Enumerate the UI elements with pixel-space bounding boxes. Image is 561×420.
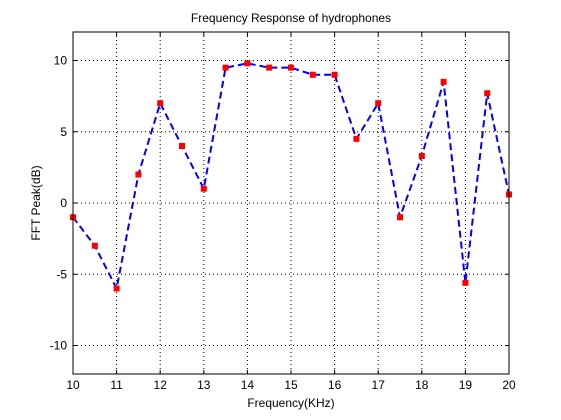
x-axis-label: Frequency(KHz) <box>247 396 334 410</box>
grid-lines <box>73 32 509 374</box>
data-point <box>331 71 338 78</box>
data-point <box>353 135 360 142</box>
data-point <box>375 100 382 107</box>
y-tick-label: 0 <box>60 196 67 210</box>
data-point <box>244 60 251 67</box>
x-tick-label: 14 <box>241 378 255 392</box>
x-tick-label: 15 <box>284 378 298 392</box>
data-point <box>179 143 185 149</box>
x-tick-label: 16 <box>328 378 342 392</box>
x-tick-label: 10 <box>66 378 80 392</box>
data-point <box>222 64 229 71</box>
x-tick-label: 12 <box>154 378 168 392</box>
y-tick-label: -5 <box>56 267 67 281</box>
data-point <box>462 279 469 286</box>
x-tick-label: 18 <box>415 378 429 392</box>
series-line <box>72 62 510 292</box>
data-point <box>309 71 316 78</box>
y-tick-label: 10 <box>54 54 68 68</box>
x-tick-label: 20 <box>502 378 516 392</box>
data-point <box>288 64 294 71</box>
x-tick-label: 13 <box>197 378 211 392</box>
data-point <box>135 171 142 178</box>
y-axis-label: FFT Peak(dB) <box>29 165 43 240</box>
data-point <box>157 100 164 107</box>
x-tick-label: 11 <box>110 378 123 392</box>
data-point <box>113 285 120 292</box>
x-tick-label: 19 <box>459 378 473 392</box>
data-point <box>91 242 98 249</box>
y-tick-label: 5 <box>60 125 67 139</box>
chart-title: Frequency Response of hydrophones <box>191 11 391 25</box>
data-point <box>440 78 447 85</box>
data-point <box>266 64 273 71</box>
y-tick-label: -10 <box>50 339 68 353</box>
axis-ticks: 10 11 12 13 14 15 16 17 18 19 20 -10 -5 0 5 10 <box>50 32 516 392</box>
data-point <box>418 152 425 159</box>
data-point <box>397 214 403 221</box>
x-tick-label: 17 <box>372 378 386 392</box>
data-point <box>484 90 491 97</box>
data-point <box>200 185 207 192</box>
